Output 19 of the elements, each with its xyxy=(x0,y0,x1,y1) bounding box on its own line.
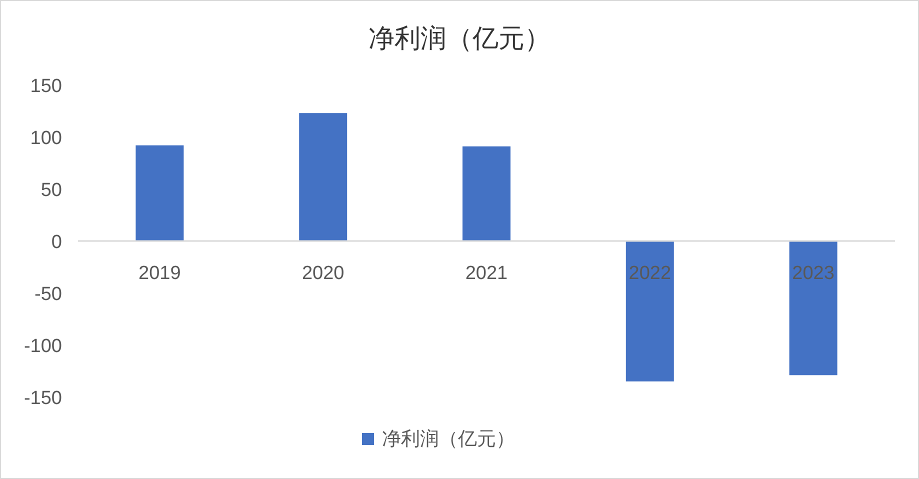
bar xyxy=(789,241,838,376)
x-tick-label: 2022 xyxy=(628,263,672,284)
y-tick-label: -50 xyxy=(34,284,62,305)
bar xyxy=(136,145,184,241)
chart-title: 净利润（亿元） xyxy=(368,23,550,53)
x-tick-label: 2021 xyxy=(465,263,508,284)
x-tick-label: 2020 xyxy=(302,263,344,284)
bar xyxy=(462,146,510,241)
y-tick-label: 0 xyxy=(51,232,62,253)
y-tick-label: -100 xyxy=(24,336,62,357)
legend-label: 净利润（亿元） xyxy=(382,428,515,450)
x-tick-label: 2023 xyxy=(792,263,834,284)
bar xyxy=(626,241,674,382)
y-tick-label: 150 xyxy=(30,76,62,97)
x-tick-label: 2019 xyxy=(138,263,181,284)
y-tick-label: 100 xyxy=(30,128,62,149)
bar xyxy=(299,113,348,241)
y-tick-label: -150 xyxy=(24,388,62,409)
y-tick-label: 50 xyxy=(40,180,62,201)
